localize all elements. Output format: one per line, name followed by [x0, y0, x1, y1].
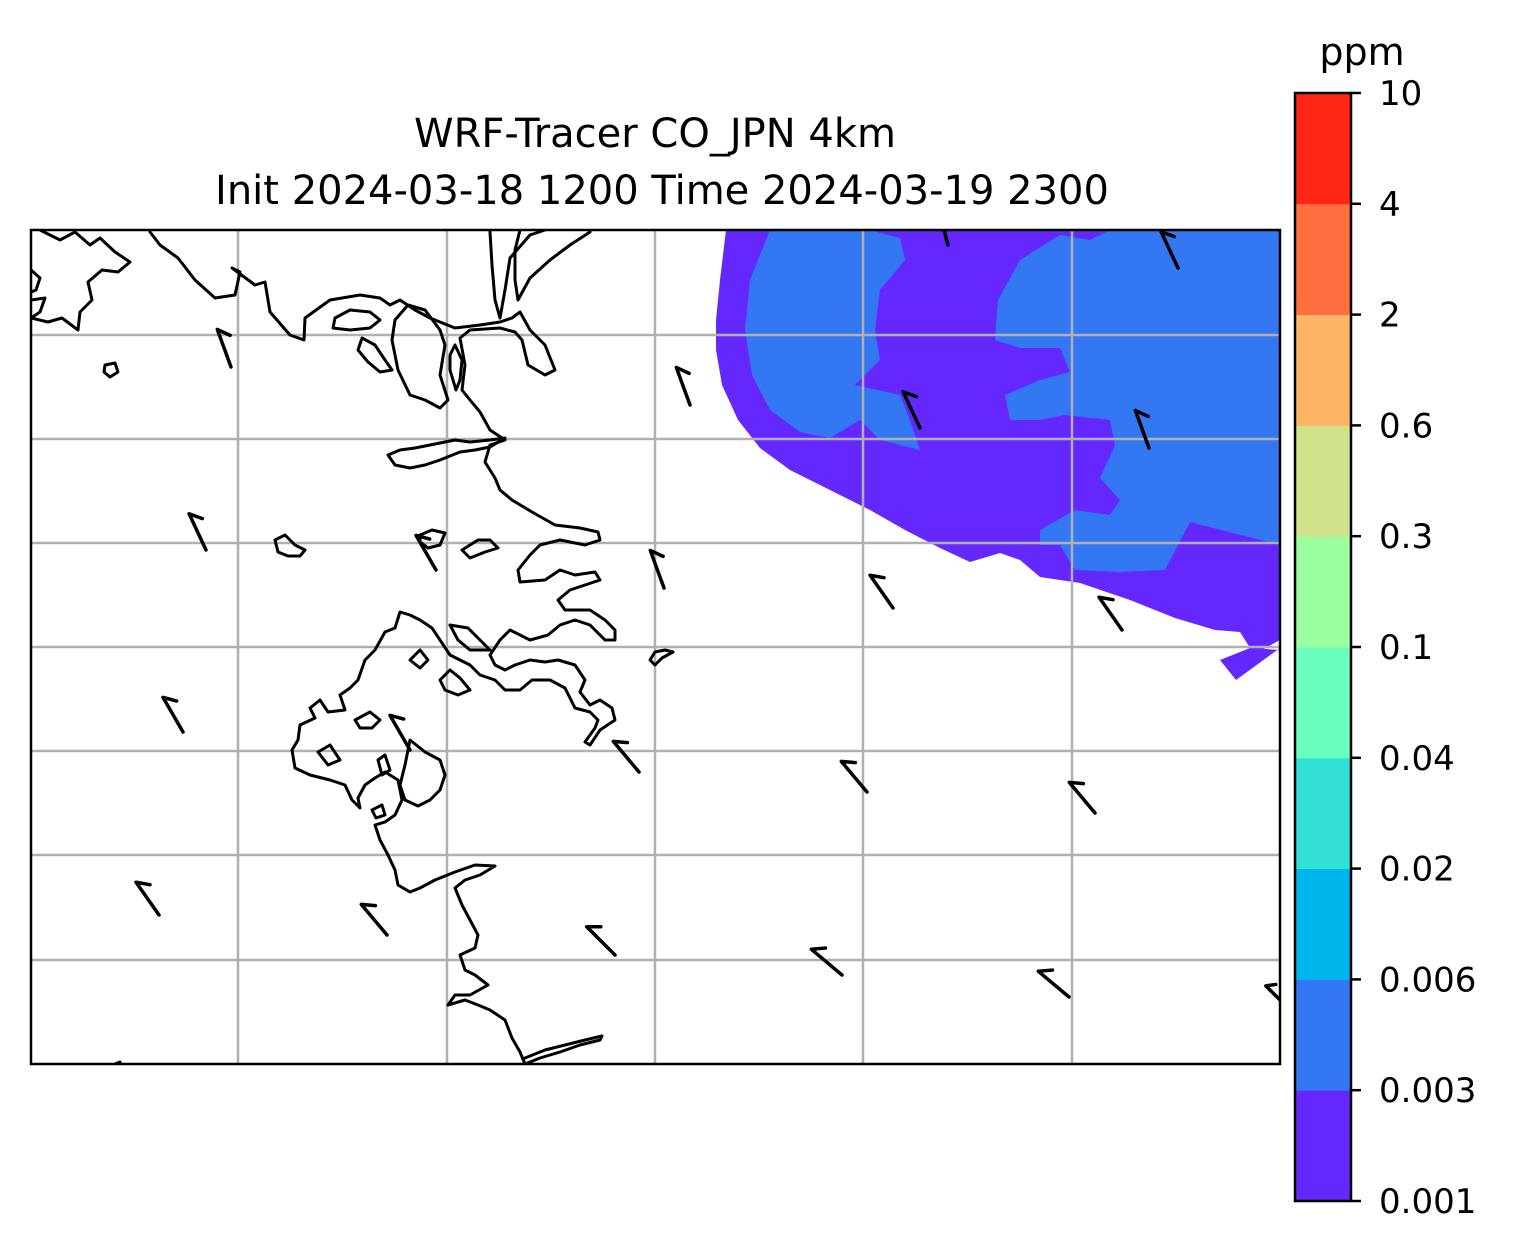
colorbar-tick-label: 0.1	[1379, 628, 1433, 668]
wind-barb	[901, 389, 922, 430]
colorbar-tick-label: 0.04	[1379, 739, 1455, 779]
co-level-0003-east	[995, 230, 1280, 572]
wind-barb	[611, 739, 641, 774]
colorbar-tick-label: 0.6	[1379, 406, 1433, 446]
gridlines	[31, 230, 1280, 1064]
wind-barb	[584, 924, 617, 957]
colorbar-swatch	[1295, 757, 1351, 870]
colorbar-swatch	[1295, 979, 1351, 1091]
wind-barb	[134, 880, 161, 917]
colorbar-swatch	[1295, 536, 1351, 648]
wind-barb	[868, 573, 895, 610]
colorbar-swatch	[1295, 93, 1351, 205]
colorbar-tick-label: 4	[1379, 185, 1401, 225]
wind-barb	[1159, 230, 1180, 270]
title-line-1: WRF-Tracer CO_JPN 4km	[414, 111, 896, 157]
wind-barb	[161, 695, 185, 734]
colorbar-tick-label: 0.001	[1379, 1182, 1476, 1222]
wind-barbs	[134, 230, 1280, 1002]
wind-barb	[648, 548, 666, 590]
colorbar-swatch	[1295, 425, 1351, 537]
colorbar-swatch	[1295, 203, 1351, 316]
map-panel	[29, 228, 1282, 1066]
wind-barb	[809, 946, 844, 977]
colorbar-swatches	[1295, 93, 1351, 1202]
colorbar-swatch	[1295, 314, 1351, 426]
wind-barb	[1264, 982, 1280, 1002]
co-level-0003-west	[745, 230, 920, 450]
map-frame	[29, 228, 1282, 1066]
coastline	[31, 230, 675, 1064]
colorbar-unit: ppm	[1319, 30, 1404, 74]
co-level-0001-lobe	[1220, 648, 1280, 680]
wind-barb	[935, 230, 952, 247]
colorbar-tick-label: 0.006	[1379, 960, 1476, 1000]
wind-barb	[1097, 595, 1124, 632]
colorbar-swatch	[1295, 1090, 1351, 1202]
wind-barb	[414, 533, 438, 572]
title-line-2: Init 2024-03-18 1200 Time 2024-03-19 230…	[215, 168, 1109, 214]
colorbar-tick-label: 0.02	[1379, 850, 1455, 890]
colorbar: ppm 0.001 0.003 0.006 0.02 0.04 0.1 0.3 0.6 2 4 10	[1293, 30, 1476, 1222]
colorbar-tick-label: 0.3	[1379, 517, 1433, 557]
colorbar-tick-label: 2	[1379, 296, 1401, 336]
wind-barb	[1133, 408, 1151, 450]
wind-barb	[215, 327, 233, 369]
wind-barb	[187, 511, 208, 552]
wind-barb	[674, 365, 692, 407]
wind-barb	[1036, 968, 1071, 999]
wind-barb	[839, 759, 869, 794]
wind-barb	[359, 902, 389, 937]
colorbar-swatch	[1295, 868, 1351, 980]
colorbar-ticks: 0.001 0.003 0.006 0.02 0.04 0.1 0.3 0.6 2 4 10	[1351, 74, 1476, 1222]
colorbar-swatch	[1295, 647, 1351, 759]
colorbar-tick-label: 10	[1379, 74, 1422, 114]
wind-barb	[1067, 780, 1097, 815]
wind-barb	[388, 713, 412, 752]
colorbar-tick-label: 0.003	[1379, 1071, 1476, 1111]
